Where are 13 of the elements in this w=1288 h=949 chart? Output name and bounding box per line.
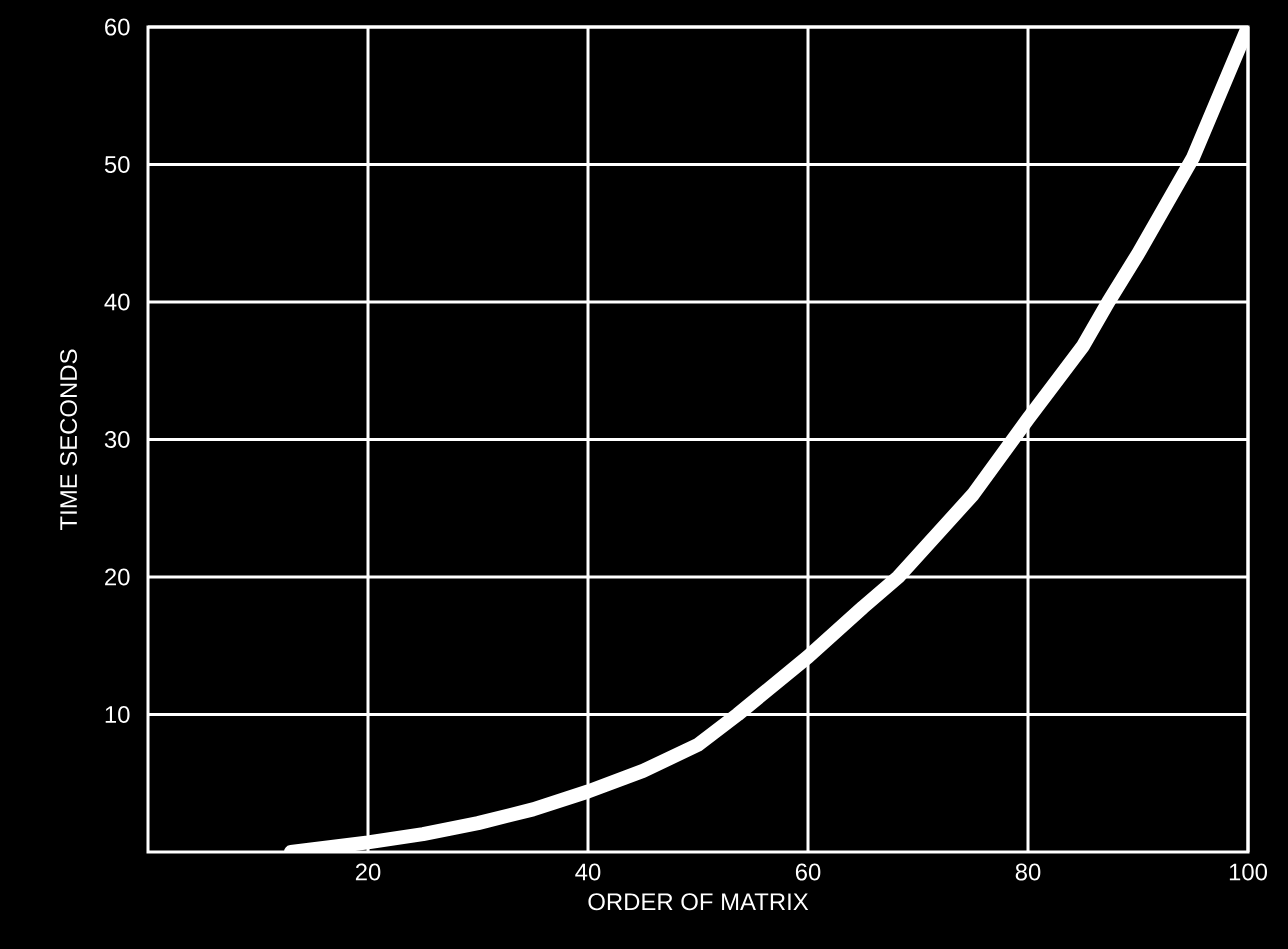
x-tick-label: 40 (575, 863, 601, 881)
y-tick-label: 40 (104, 293, 130, 311)
x-tick-label: 80 (1015, 863, 1041, 881)
y-tick-label: 10 (105, 706, 130, 723)
y-tick-label: 20 (105, 568, 130, 586)
y-axis-title: TIME SECONDS (60, 349, 78, 530)
y-tick-label: 50 (104, 156, 130, 173)
x-tick-label: 20 (355, 863, 381, 881)
x-tick-label: 60 (795, 863, 821, 881)
x-tick-label: 100 (1229, 863, 1267, 881)
x-axis-title: ORDER OF MATRIX (588, 893, 809, 911)
y-tick-label: 60 (105, 18, 130, 36)
y-tick-label: 30 (104, 431, 130, 448)
